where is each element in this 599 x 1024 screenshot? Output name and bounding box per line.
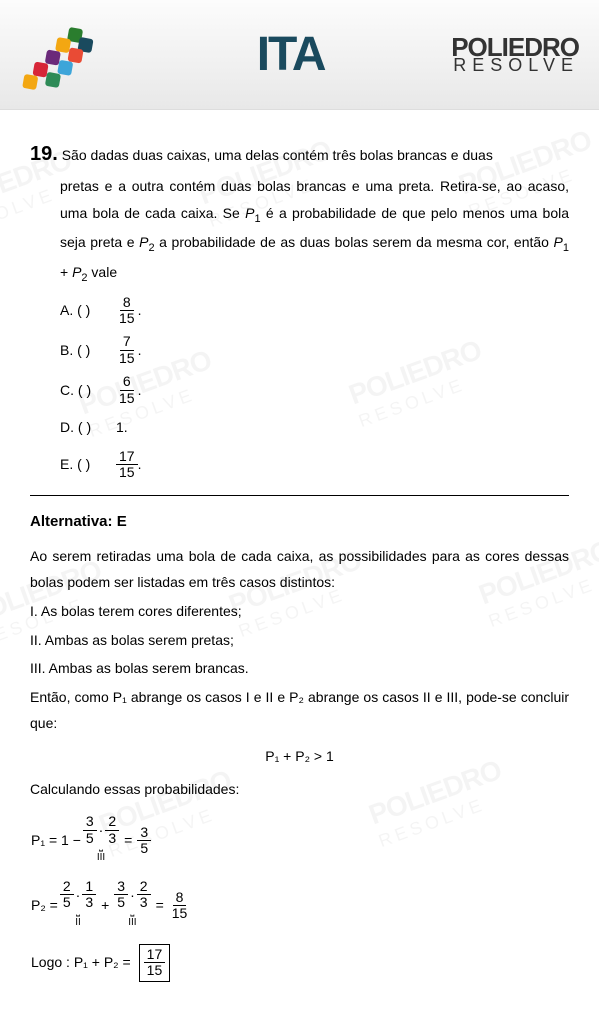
equation-p2: P₂ = 25 · 13 ⎵ II + 35 · 23 ⎵ III (30, 879, 569, 932)
option-a-label: A. ( ) (60, 297, 110, 324)
case-2: II. Ambas as bolas serem pretas; (30, 627, 569, 654)
case-3: III. Ambas as bolas serem brancas. (30, 655, 569, 682)
solution-intro: Ao serem retiradas uma bola de cada caix… (30, 543, 569, 596)
option-e-label: E. ( ) (60, 451, 110, 478)
option-e-suffix: . (138, 451, 142, 478)
header: ITA POLIEDRO RESOLVE (0, 0, 599, 110)
option-a: A. ( ) 815 . (60, 295, 569, 327)
option-e-fraction: 1715 (116, 449, 138, 481)
option-d: D. ( ) 1. (60, 414, 569, 441)
inequality: P₁ + P₂ > 1 (30, 743, 569, 770)
option-b: B. ( ) 715 . (60, 334, 569, 366)
options-list: A. ( ) 815 . B. ( ) 715 . C. ( ) 615 . D… (30, 295, 569, 481)
case-1: I. As bolas terem cores diferentes; (30, 598, 569, 625)
header-logo-puzzle (20, 15, 130, 95)
brand-line2: RESOLVE (451, 58, 579, 73)
p2-brace-b: 35 · 23 ⎵ III (114, 879, 150, 932)
option-d-text: 1. (116, 414, 128, 441)
question-block: 19. São dadas duas caixas, uma delas con… (30, 135, 569, 173)
final-lhs: Logo : P₁ + P₂ = (31, 949, 131, 976)
question-text-line1: São dadas duas caixas, uma delas contém … (62, 147, 493, 163)
option-e: E. ( ) 1715 . (60, 449, 569, 481)
option-c: C. ( ) 615 . (60, 374, 569, 406)
header-title: ITA (257, 27, 325, 82)
p1-brace: 35 · 23 ⎵ III (83, 814, 119, 867)
option-b-fraction: 715 (116, 334, 138, 366)
solution-block: Alternativa: E Ao serem retiradas uma bo… (30, 508, 569, 981)
question-number: 19. (30, 143, 58, 165)
p1-lhs: P₁ = 1 − (31, 827, 81, 854)
answer-label: Alternativa: E (30, 508, 569, 537)
option-c-suffix: . (138, 377, 142, 404)
solution-then: Então, como P₁ abrange os casos I e II e… (30, 684, 569, 737)
p2-lhs: P₂ = (31, 892, 58, 919)
option-a-suffix: . (138, 297, 142, 324)
option-a-fraction: 815 (116, 295, 138, 327)
separator (30, 495, 569, 496)
equation-final: Logo : P₁ + P₂ = 1715 (30, 944, 569, 982)
content-area: POLIEDRORESOLVE POLIEDRORESOLVE POLIEDRO… (0, 110, 599, 1024)
equation-p1: P₁ = 1 − 35 · 23 ⎵ III = 35 (30, 814, 569, 867)
option-c-fraction: 615 (116, 374, 138, 406)
option-b-suffix: . (138, 337, 142, 364)
option-d-label: D. ( ) (60, 414, 110, 441)
final-boxed: 1715 (139, 944, 171, 982)
option-b-label: B. ( ) (60, 337, 110, 364)
option-c-label: C. ( ) (60, 377, 110, 404)
p2-brace-a: 25 · 13 ⎵ II (60, 879, 96, 932)
calc-label: Calculando essas probabilidades: (30, 776, 569, 803)
header-brand: POLIEDRO RESOLVE (451, 36, 579, 73)
question-text-rest: pretas e a outra contém duas bolas branc… (30, 173, 569, 289)
